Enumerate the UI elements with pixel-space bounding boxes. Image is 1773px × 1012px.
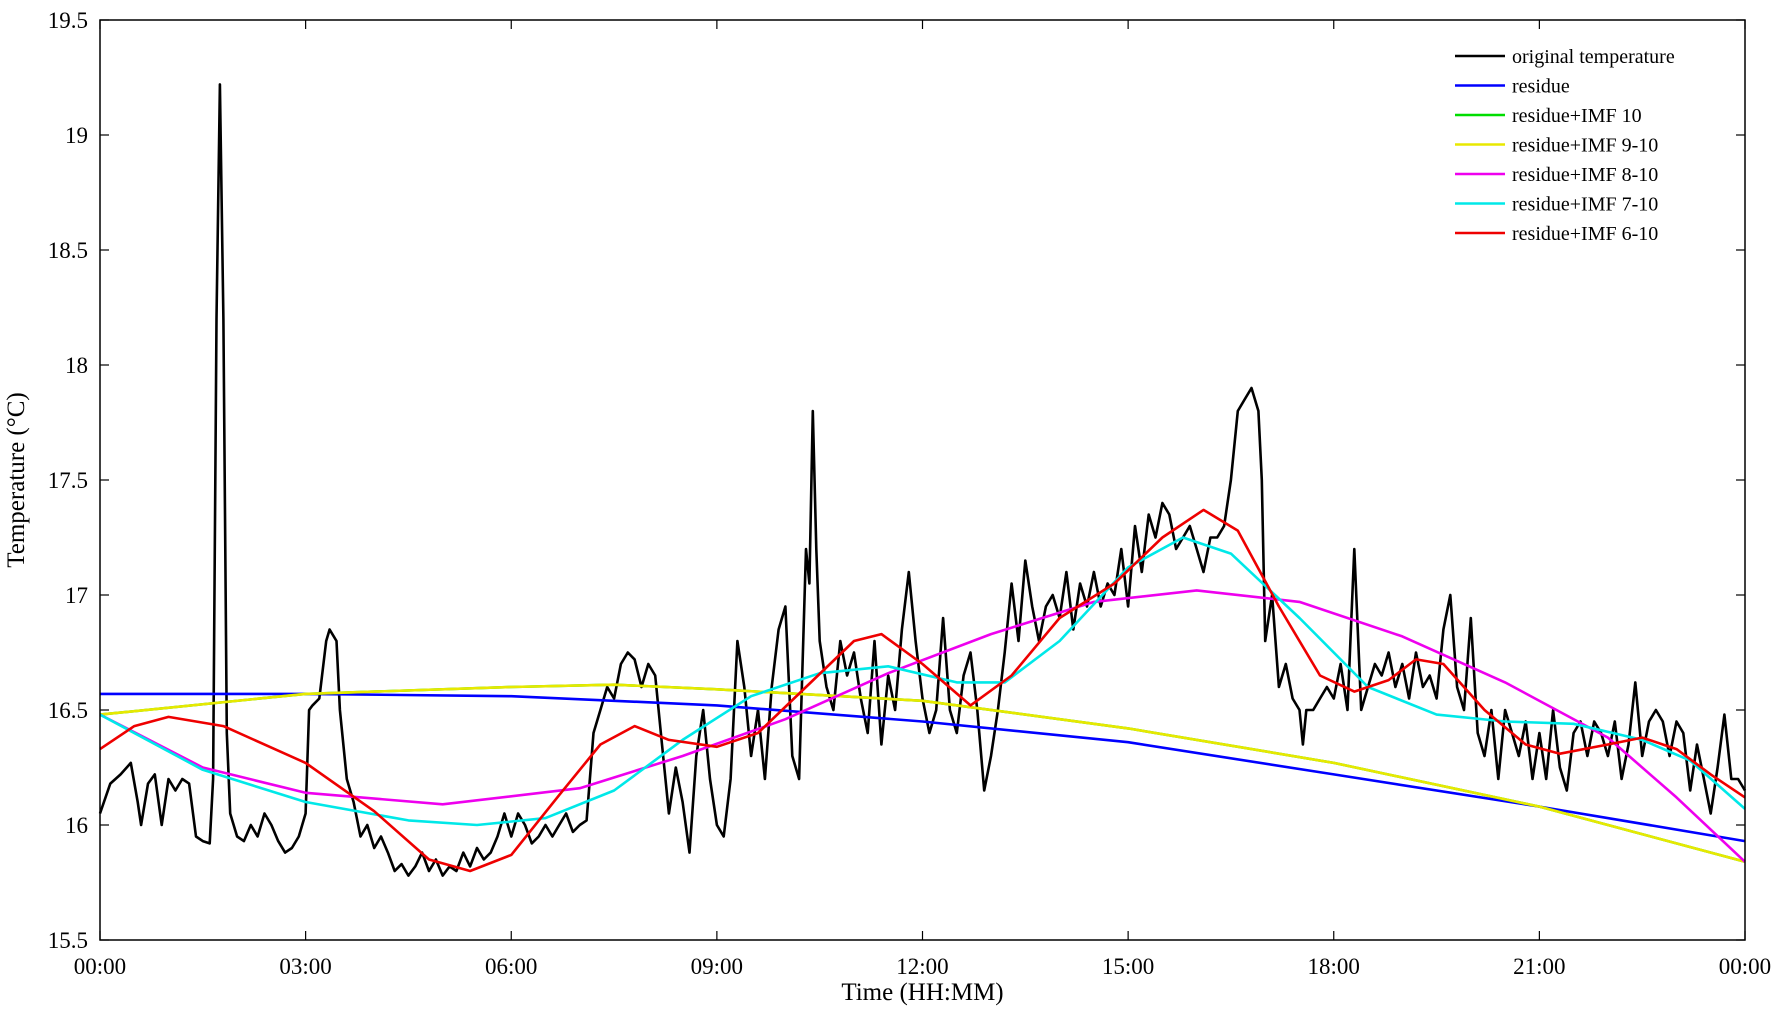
x-tick-label: 12:00 [896, 954, 948, 979]
x-tick-label: 06:00 [485, 954, 537, 979]
x-tick-label: 09:00 [691, 954, 743, 979]
legend-label: residue+IMF 10 [1512, 105, 1642, 127]
y-tick-label: 17 [65, 583, 88, 608]
y-tick-label: 19 [65, 123, 88, 148]
series-line-residue-imf-8-10 [99, 589, 1746, 863]
y-tick-label: 18 [65, 353, 88, 378]
x-tick-label: 18:00 [1308, 954, 1360, 979]
legend-label: residue+IMF 6-10 [1512, 223, 1658, 245]
x-tick-label: 15:00 [1102, 954, 1154, 979]
series-line-original-temperature [98, 83, 1747, 877]
y-tick-label: 16 [65, 813, 88, 838]
y-tick-label: 15.5 [48, 928, 88, 953]
x-tick-label: 00:00 [1719, 954, 1771, 979]
y-axis-label: Temperature (°C) [3, 392, 30, 568]
legend-label: original temperature [1512, 46, 1675, 68]
legend-label: residue+IMF 7-10 [1512, 194, 1658, 216]
series-line-residue-imf-6-10 [99, 508, 1746, 873]
series-line-residue-imf-9-10 [99, 683, 1746, 864]
x-tick-label: 21:00 [1513, 954, 1565, 979]
x-axis-label: Time (HH:MM) [841, 979, 1003, 1006]
legend: original temperature residue residue+IMF 1… [1455, 46, 1675, 245]
series-line-residue [100, 692, 1746, 843]
series-line-residue-imf-7-10 [99, 536, 1746, 827]
plot-frame [99, 19, 1746, 941]
legend-label: residue [1512, 76, 1570, 98]
y-tick-label: 17.5 [48, 468, 88, 493]
x-tick-label: 00:00 [74, 954, 126, 979]
y-tick-label: 19.5 [48, 8, 88, 33]
plot-series [98, 83, 1747, 877]
legend-label: residue+IMF 9-10 [1512, 135, 1658, 157]
legend-label: residue+IMF 8-10 [1512, 164, 1658, 186]
y-tick-label: 16.5 [48, 698, 88, 723]
axis-ticks: 00:00 03:00 06:00 09:00 12:00 15:00 18:00 21:00… [48, 8, 1771, 979]
x-tick-label: 03:00 [279, 954, 331, 979]
y-tick-label: 18.5 [48, 238, 88, 263]
